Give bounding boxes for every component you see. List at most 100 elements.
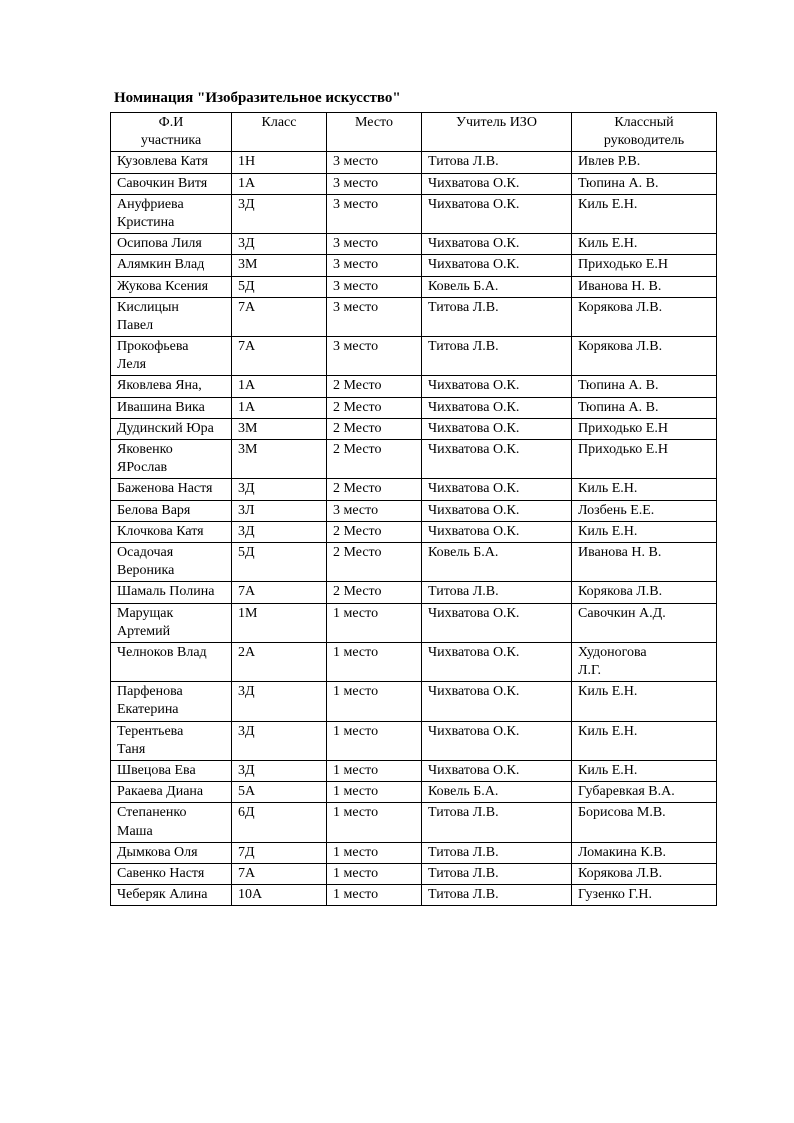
- cell-class: 7А: [231, 581, 327, 604]
- cell-place: 1 место: [326, 759, 422, 783]
- cell-participant-name: Баженова Настя: [110, 478, 232, 501]
- cell-class-teacher: Киль Е.Н.: [571, 233, 717, 256]
- cell-participant-name: Осадочая Вероника: [110, 541, 232, 583]
- cell-art-teacher: Чихватова О.К.: [421, 396, 572, 419]
- table-row: Клочкова Катя 3Д 2 Место Чихватова О.К. Киль…: [110, 520, 717, 543]
- cell-participant-name: Ивашина Вика: [110, 396, 232, 419]
- cell-participant-name: Яковлева Яна,: [110, 375, 232, 398]
- cell-participant-name: Кузовлева Катя: [110, 151, 232, 174]
- cell-class-teacher: Гузенко Г.Н.: [571, 884, 717, 907]
- table-row: Савочкин Витя 1А 3 место Чихватова О.К. Тюпи…: [110, 172, 717, 195]
- cell-class-teacher: Савочкин А.Д.: [571, 602, 717, 643]
- cell-class: 3М: [231, 254, 327, 277]
- cell-place: 3 место: [326, 233, 422, 256]
- table-row: Кузовлева Катя 1Н 3 место Титова Л.В. Ивлев …: [110, 151, 717, 174]
- cell-participant-name: Кислицын Павел: [110, 296, 232, 338]
- table-row: Осипова Лиля 3Д 3 место Чихватова О.К. Киль …: [110, 233, 717, 256]
- cell-art-teacher: Титова Л.В.: [421, 862, 572, 886]
- cell-art-teacher: Чихватова О.К.: [421, 720, 572, 762]
- cell-class-teacher: Корякова Л.В.: [571, 581, 717, 604]
- table-row: Марущак Артемий 1М 1 место Чихватова О.К. Са…: [110, 602, 717, 643]
- cell-participant-name: Марущак Артемий: [110, 602, 232, 643]
- table-row: Яковенко ЯРослав 3М 2 Место Чихватова О.К. П…: [110, 438, 717, 480]
- cell-place: 1 место: [326, 602, 422, 643]
- cell-place: 2 Место: [326, 417, 422, 441]
- cell-class: 7А: [231, 336, 327, 377]
- cell-art-teacher: Чихватова О.К.: [421, 499, 572, 522]
- cell-place: 3 место: [326, 296, 422, 338]
- cell-place: 2 Место: [326, 375, 422, 398]
- cell-art-teacher: Чихватова О.К.: [421, 438, 572, 480]
- cell-place: 3 место: [326, 172, 422, 195]
- table-row: Баженова Настя 3Д 2 Место Чихватова О.К. Кил…: [110, 478, 717, 501]
- cell-class: 5Д: [231, 541, 327, 583]
- table-row: Дудинский Юра 3М 2 Место Чихватова О.К. Прих…: [110, 417, 717, 441]
- table-row: Яковлева Яна, 1А 2 Место Чихватова О.К. Тюпи…: [110, 375, 717, 398]
- cell-art-teacher: Чихватова О.К.: [421, 759, 572, 783]
- cell-art-teacher: Чихватова О.К.: [421, 193, 572, 235]
- cell-art-teacher: Титова Л.В.: [421, 581, 572, 604]
- table-row: Парфенова Екатерина 3Д 1 место Чихватова О.…: [110, 681, 717, 722]
- table-row: Савенко Настя 7А 1 место Титова Л.В. Коряков…: [110, 862, 717, 886]
- cell-class: 3Д: [231, 193, 327, 235]
- cell-class-teacher: Приходько Е.Н: [571, 438, 717, 480]
- cell-class-teacher: Киль Е.Н.: [571, 720, 717, 762]
- cell-class: 7Д: [231, 841, 327, 864]
- table-row: Дымкова Оля 7Д 1 место Титова Л.В. Ломакина …: [110, 841, 717, 864]
- cell-class-teacher: Приходько Е.Н: [571, 254, 717, 277]
- col-header-place: Место: [326, 111, 422, 153]
- cell-participant-name: Савенко Настя: [110, 862, 232, 886]
- table-row: Терентьева Таня 3Д 1 место Чихватова О.К. Ки…: [110, 720, 717, 762]
- col-header-participant-name: Ф.И участника: [110, 111, 232, 153]
- table-body: Кузовлева Катя 1Н 3 место Титова Л.В. Ивлев …: [110, 151, 717, 907]
- cell-place: 3 место: [326, 499, 422, 522]
- table-row: Алямкин Влад 3М 3 место Чихватова О.К. Прихо…: [110, 254, 717, 277]
- cell-participant-name: Чеберяк Алина: [110, 884, 232, 907]
- cell-class: 10А: [231, 884, 327, 907]
- cell-class-teacher: Киль Е.Н.: [571, 681, 717, 722]
- cell-place: 2 Место: [326, 581, 422, 604]
- cell-place: 1 место: [326, 802, 422, 843]
- cell-art-teacher: Ковель Б.А.: [421, 275, 572, 298]
- cell-participant-name: Дудинский Юра: [110, 417, 232, 441]
- table-row: Ивашина Вика 1А 2 Место Чихватова О.К. Тюпин…: [110, 396, 717, 419]
- cell-art-teacher: Титова Л.В.: [421, 151, 572, 174]
- table-row: Челноков Влад 2А 1 место Чихватова О.К. Худо…: [110, 641, 717, 683]
- cell-participant-name: Осипова Лиля: [110, 233, 232, 256]
- cell-participant-name: Клочкова Катя: [110, 520, 232, 543]
- cell-place: 3 место: [326, 336, 422, 377]
- cell-place: 2 Место: [326, 520, 422, 543]
- cell-class: 1А: [231, 396, 327, 419]
- cell-class-teacher: Киль Е.Н.: [571, 520, 717, 543]
- table-row: Кислицын Павел 7А 3 место Титова Л.В. Коряко…: [110, 296, 717, 338]
- cell-class-teacher: Тюпина А. В.: [571, 172, 717, 195]
- cell-art-teacher: Титова Л.В.: [421, 336, 572, 377]
- awards-table: Ф.И участника Класс Место Учитель ИЗО Кл…: [110, 111, 717, 907]
- cell-class: 6Д: [231, 802, 327, 843]
- cell-class: 3Л: [231, 499, 327, 522]
- table-row: Жукова Ксения 5Д 3 место Ковель Б.А. Иванова…: [110, 275, 717, 298]
- cell-class-teacher: Ломакина К.В.: [571, 841, 717, 864]
- cell-art-teacher: Ковель Б.А.: [421, 781, 572, 804]
- table-row: Ануфриева Кристина 3Д 3 место Чихватова О.К…: [110, 193, 717, 235]
- cell-participant-name: Шамаль Полина: [110, 581, 232, 604]
- cell-class-teacher: Ивлев Р.В.: [571, 151, 717, 174]
- cell-class: 3Д: [231, 681, 327, 722]
- table-row: Осадочая Вероника 5Д 2 Место Ковель Б.А. Ива…: [110, 541, 717, 583]
- cell-art-teacher: Чихватова О.К.: [421, 375, 572, 398]
- cell-participant-name: Степаненко Маша: [110, 802, 232, 843]
- cell-participant-name: Яковенко ЯРослав: [110, 438, 232, 480]
- cell-class: 5Д: [231, 275, 327, 298]
- table-row: Швецова Ева 3Д 1 место Чихватова О.К. Киль Е…: [110, 759, 717, 783]
- cell-place: 2 Место: [326, 541, 422, 583]
- cell-class: 3М: [231, 417, 327, 441]
- cell-class: 3Д: [231, 478, 327, 501]
- cell-art-teacher: Чихватова О.К.: [421, 172, 572, 195]
- cell-class: 7А: [231, 862, 327, 886]
- cell-class-teacher: Киль Е.Н.: [571, 193, 717, 235]
- cell-art-teacher: Чихватова О.К.: [421, 233, 572, 256]
- cell-art-teacher: Титова Л.В.: [421, 802, 572, 843]
- cell-participant-name: Ракаева Диана: [110, 781, 232, 804]
- cell-class-teacher: Киль Е.Н.: [571, 759, 717, 783]
- cell-class: 3Д: [231, 759, 327, 783]
